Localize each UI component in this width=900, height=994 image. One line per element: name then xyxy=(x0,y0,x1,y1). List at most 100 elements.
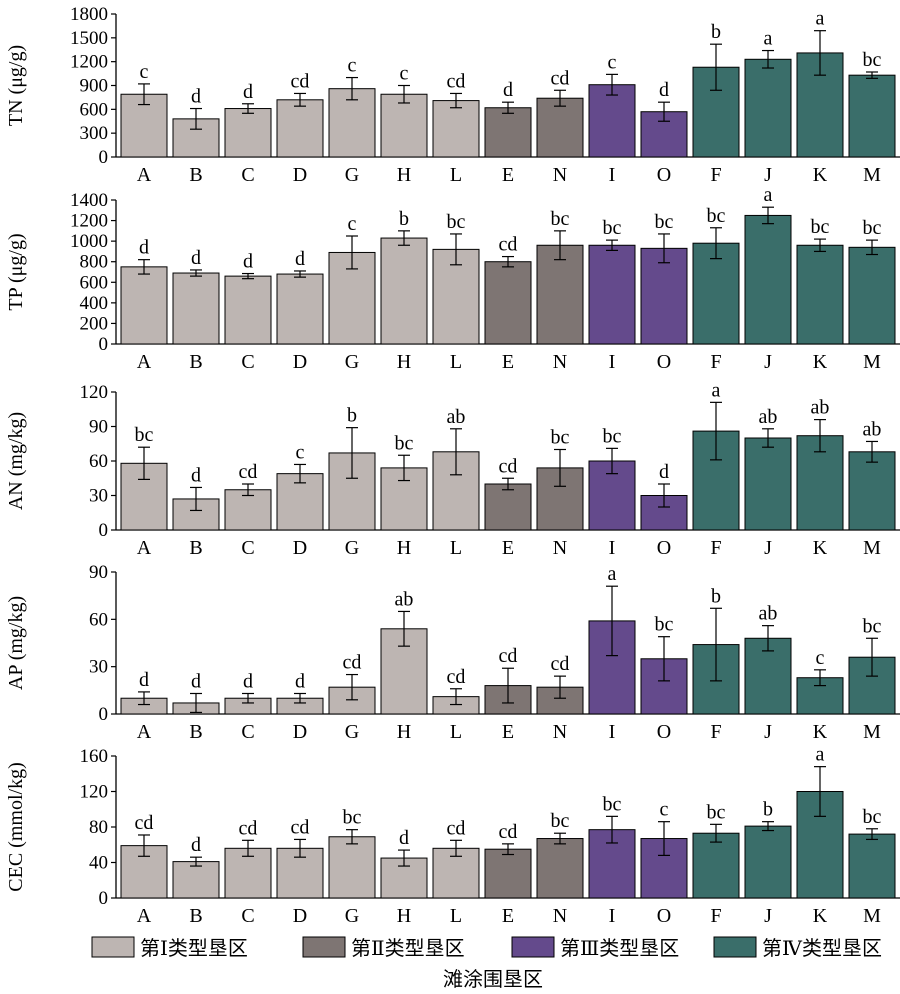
y-tick-label: 0 xyxy=(99,520,109,541)
x-tick-label-L: L xyxy=(450,905,462,927)
bar-M xyxy=(848,74,896,158)
legend: 第Ⅰ类型垦区 第Ⅱ类型垦区 第Ⅲ类型垦区 第Ⅳ类型垦区 xyxy=(91,936,882,960)
significance-letter-M: ab xyxy=(863,418,882,440)
y-tick-label: 0 xyxy=(99,147,109,168)
significance-letter-A: c xyxy=(140,61,149,83)
chart-panel-2: 0 30 60 90 120 AN (mg/kg) bc Ad Bcd Cc Db Gbc Hab Lcd… xyxy=(5,379,900,559)
x-tick-label-F: F xyxy=(710,721,721,743)
x-tick-label-O: O xyxy=(657,164,671,186)
y-tick-label: 90 xyxy=(89,562,108,583)
significance-letter-C: d xyxy=(243,670,253,692)
x-tick-label-O: O xyxy=(657,721,671,743)
x-tick-label-K: K xyxy=(813,164,828,186)
x-tick-label-B: B xyxy=(189,537,202,559)
significance-letter-K: a xyxy=(816,8,825,30)
y-tick-label: 30 xyxy=(89,657,108,678)
x-tick-label-J: J xyxy=(764,905,772,927)
x-tick-label-L: L xyxy=(450,537,462,559)
significance-letter-O: d xyxy=(659,461,669,483)
x-tick-label-K: K xyxy=(813,721,828,743)
x-tick-label-I: I xyxy=(609,721,616,743)
bar-D xyxy=(276,99,324,158)
legend-swatch-3 xyxy=(713,936,757,958)
x-tick-label-M: M xyxy=(863,164,881,186)
bar-L xyxy=(432,100,480,158)
x-tick-label-J: J xyxy=(764,164,772,186)
x-tick-label-D: D xyxy=(293,164,307,186)
x-tick-label-H: H xyxy=(397,164,411,186)
bar-E xyxy=(484,107,532,158)
legend-swatch-2 xyxy=(511,936,555,958)
significance-letter-G: c xyxy=(348,55,357,77)
significance-letter-L: cd xyxy=(447,70,466,92)
x-tick-label-D: D xyxy=(293,351,307,373)
x-tick-label-B: B xyxy=(189,164,202,186)
y-tick-label: 1500 xyxy=(70,28,108,49)
x-tick-label-G: G xyxy=(345,721,359,743)
significance-letter-N: bc xyxy=(551,810,570,832)
legend-label-0: 第Ⅰ类型垦区 xyxy=(140,937,248,960)
significance-letter-F: bc xyxy=(707,801,726,823)
bar-H xyxy=(380,93,428,158)
x-tick-label-O: O xyxy=(657,905,671,927)
significance-letter-I: bc xyxy=(603,793,622,815)
significance-letter-C: cd xyxy=(239,817,258,839)
x-tick-label-N: N xyxy=(553,351,567,373)
significance-letter-A: d xyxy=(139,669,149,691)
x-tick-label-N: N xyxy=(553,164,567,186)
x-tick-label-I: I xyxy=(609,537,616,559)
bar-F xyxy=(692,832,740,899)
significance-letter-G: bc xyxy=(343,807,362,829)
x-tick-label-H: H xyxy=(397,905,411,927)
x-tick-label-A: A xyxy=(137,905,152,927)
significance-letter-E: cd xyxy=(499,645,518,667)
x-tick-label-A: A xyxy=(137,721,152,743)
significance-letter-K: c xyxy=(816,647,825,669)
x-tick-label-B: B xyxy=(189,905,202,927)
significance-letter-B: d xyxy=(191,834,201,856)
significance-letter-D: c xyxy=(296,441,305,463)
significance-letter-D: d xyxy=(295,670,305,692)
y-tick-label: 0 xyxy=(99,334,109,355)
y-tick-label: 30 xyxy=(89,486,108,507)
x-tick-label-G: G xyxy=(345,537,359,559)
x-tick-label-I: I xyxy=(609,905,616,927)
y-tick-label: 400 xyxy=(80,293,109,314)
y-tick-label: 600 xyxy=(80,272,109,293)
significance-letter-E: d xyxy=(503,79,513,101)
y-tick-label: 1400 xyxy=(70,190,108,211)
significance-letter-H: b xyxy=(399,208,409,230)
bar-O xyxy=(640,247,688,345)
bar-H xyxy=(380,237,428,345)
bar-E xyxy=(484,261,532,345)
x-tick-label-C: C xyxy=(241,164,254,186)
x-tick-label-C: C xyxy=(241,721,254,743)
x-tick-label-M: M xyxy=(863,721,881,743)
y-tick-label: 0 xyxy=(99,888,109,909)
significance-letter-B: d xyxy=(191,247,201,269)
bar-B xyxy=(172,272,220,345)
significance-letter-E: cd xyxy=(499,455,518,477)
legend-label-2: 第Ⅲ类型垦区 xyxy=(560,937,679,960)
y-tick-label: 1200 xyxy=(70,52,108,73)
y-tick-label: 160 xyxy=(80,746,109,767)
significance-letter-H: bc xyxy=(395,432,414,454)
significance-letter-K: a xyxy=(816,744,825,766)
y-tick-label: 60 xyxy=(89,609,108,630)
x-tick-label-E: E xyxy=(502,537,514,559)
x-tick-label-M: M xyxy=(863,351,881,373)
significance-letter-A: bc xyxy=(135,424,154,446)
bar-E xyxy=(484,483,532,531)
x-tick-label-N: N xyxy=(553,721,567,743)
x-tick-label-C: C xyxy=(241,905,254,927)
x-tick-label-E: E xyxy=(502,351,514,373)
x-tick-label-C: C xyxy=(241,351,254,373)
x-tick-label-G: G xyxy=(345,351,359,373)
bar-C xyxy=(224,275,272,345)
x-tick-label-N: N xyxy=(553,537,567,559)
y-tick-label: 600 xyxy=(80,99,109,120)
x-tick-label-F: F xyxy=(710,537,721,559)
